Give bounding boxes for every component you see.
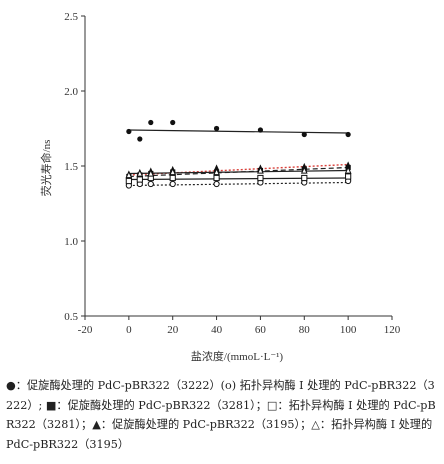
x-tick-label: 0 bbox=[126, 324, 132, 336]
marker-triangle-filled bbox=[301, 162, 307, 169]
marker-square-open bbox=[136, 176, 143, 183]
marker-square-open bbox=[169, 174, 176, 182]
marker-triangle-open bbox=[169, 167, 177, 176]
marker-square-open bbox=[213, 174, 220, 182]
marker-square-open bbox=[257, 174, 264, 182]
marker-square-open bbox=[125, 177, 132, 185]
marker-triangle-open bbox=[344, 166, 352, 174]
fit-line-square-filled bbox=[128, 166, 349, 178]
marker-circle-filled bbox=[170, 119, 176, 126]
marker-circle-open bbox=[213, 180, 220, 188]
y-tick-label: 1.5 bbox=[64, 161, 78, 173]
marker-triangle-filled bbox=[213, 164, 220, 171]
fit-line-circle-filled bbox=[128, 129, 349, 134]
marker-circle-open bbox=[169, 180, 176, 188]
marker-circle-filled bbox=[213, 125, 220, 132]
x-axis-title: 盐浓度/(mmoL·L⁻¹) bbox=[191, 349, 284, 363]
marker-triangle-open bbox=[147, 169, 155, 177]
marker-triangle-open bbox=[257, 166, 264, 174]
fluorescence-lifetime-chart: -20 0 20 40 60 80 100 120 0.5 1.0 1.5 2.0 2.5 荧光寿命/… bbox=[39, 11, 401, 363]
x-tick-label: 100 bbox=[340, 324, 357, 336]
marker-circle-filled bbox=[257, 127, 264, 133]
x-tick-label: 120 bbox=[384, 324, 401, 336]
marker-circle-filled bbox=[126, 128, 132, 135]
y-axis-ticks: 0.5 1.0 1.5 2.0 2.5 bbox=[64, 11, 85, 323]
fit-line-square-open bbox=[128, 177, 349, 181]
fit-line-circle-open bbox=[128, 181, 349, 187]
marker-square-open bbox=[345, 173, 352, 180]
marker-circle-filled bbox=[148, 119, 154, 126]
marker-circle-filled bbox=[301, 131, 307, 138]
marker-triangle-filled bbox=[345, 161, 351, 168]
marker-square-open bbox=[301, 174, 308, 182]
y-tick-label: 2.0 bbox=[64, 86, 78, 98]
figure-legend: ●：促旋酶处理的 PdC-pBR322（3222）(ο) 拓扑异构酶 I 处理的… bbox=[6, 379, 436, 451]
x-tick-label: 60 bbox=[255, 324, 267, 336]
marker-circle-filled bbox=[137, 136, 143, 142]
marker-triangle-open bbox=[125, 170, 133, 179]
y-tick-label: 0.5 bbox=[64, 311, 78, 323]
x-axis-ticks: -20 0 20 40 60 80 100 120 bbox=[78, 316, 401, 336]
marker-circle-open bbox=[147, 180, 154, 188]
y-axis-title: 荧光寿命/ns bbox=[39, 140, 53, 197]
fit-lines bbox=[128, 129, 349, 187]
y-tick-label: 2.5 bbox=[64, 11, 78, 23]
marker-circle-filled bbox=[345, 131, 351, 138]
marker-triangle-open bbox=[213, 167, 220, 176]
x-tick-label: 40 bbox=[211, 324, 223, 336]
x-tick-label: 20 bbox=[167, 324, 179, 336]
marker-triangle-open bbox=[136, 169, 144, 177]
fit-line-triangle-open bbox=[128, 169, 349, 175]
x-tick-label: 80 bbox=[299, 324, 311, 336]
y-tick-label: 1.0 bbox=[64, 236, 78, 248]
x-tick-label: -20 bbox=[78, 324, 93, 336]
data-markers bbox=[125, 119, 352, 189]
marker-triangle-open bbox=[300, 166, 308, 174]
